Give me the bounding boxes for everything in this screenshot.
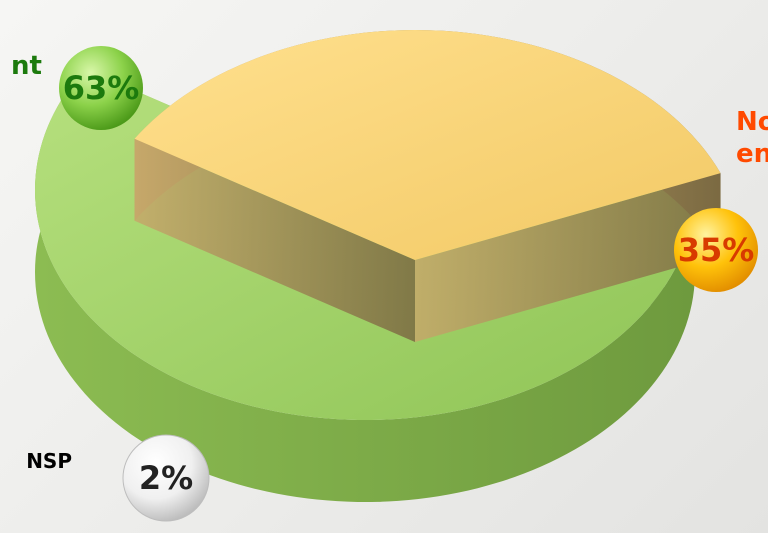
value-badge-1: 35% [674,208,758,292]
slice-yellow [134,30,721,342]
slice-yellow-wall-start [134,138,416,342]
value-badge-2: 2% [122,434,210,522]
slice-yellow-wall-end [415,173,721,342]
category-label-0: nt [11,51,42,81]
slice-green-side [34,68,696,503]
slice-yellow-top [134,30,721,261]
value-badge-0: 63% [59,46,143,130]
value-label-0: 63% [63,69,140,107]
category-label-1: No en [736,107,768,169]
category-label-2: NSP [26,449,72,473]
value-badge-circle-2 [122,434,210,522]
value-badge-circle-0 [59,46,143,130]
value-label-2: 2% [139,459,193,497]
value-badge-circle-1 [674,208,758,292]
value-label-1: 35% [678,231,755,269]
